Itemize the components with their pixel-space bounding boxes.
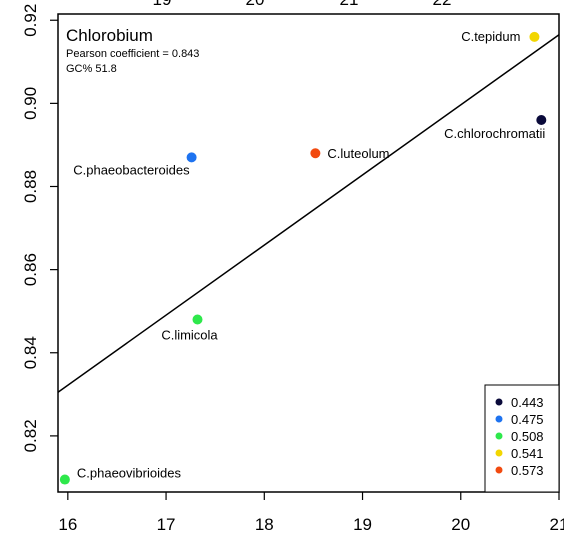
data-point xyxy=(529,31,540,42)
fit-line xyxy=(57,34,560,393)
data-point xyxy=(59,474,70,485)
y-tick-label: 0.82 xyxy=(21,419,40,452)
x-tick-label: 19 xyxy=(353,515,372,534)
point-label: C.luteolum xyxy=(327,146,389,161)
x-axis: 16 17 18 19 20 21 xyxy=(58,492,564,534)
legend-swatch xyxy=(495,398,503,406)
gc-annotation: GC% 51.8 xyxy=(66,63,117,75)
point-label: C.tepidum xyxy=(461,29,520,44)
legend-swatch xyxy=(495,449,503,457)
data-points xyxy=(59,31,547,485)
legend-label: 0.475 xyxy=(511,412,544,427)
point-label: C.limicola xyxy=(161,328,218,343)
data-point xyxy=(536,114,547,125)
regression-line xyxy=(57,34,560,393)
y-tick-label: 0.90 xyxy=(21,87,40,120)
x-tick-label: 16 xyxy=(58,515,77,534)
y-axis: 0.82 0.84 0.86 0.88 0.90 0.92 xyxy=(21,4,58,452)
y-tick-label: 0.88 xyxy=(21,170,40,203)
top-tick-label: 20 xyxy=(246,0,265,9)
legend-swatch xyxy=(495,466,503,474)
top-tick-label: 21 xyxy=(340,0,359,9)
point-label: C.phaeovibrioides xyxy=(77,466,182,481)
point-label: C.chlorochromatii xyxy=(444,126,545,141)
y-tick-label: 0.84 xyxy=(21,336,40,369)
x-tick-label: 21 xyxy=(550,515,564,534)
x-tick-label: 20 xyxy=(451,515,470,534)
x-tick-label: 17 xyxy=(157,515,176,534)
pearson-annotation: Pearson coefficient = 0.843 xyxy=(66,48,199,60)
legend-label: 0.508 xyxy=(511,429,544,444)
legend-label: 0.541 xyxy=(511,446,544,461)
legend-swatch xyxy=(495,415,503,423)
point-labels: C.tepidum C.chlorochromatii C.luteolum C.ph… xyxy=(73,29,545,481)
legend-label: 0.573 xyxy=(511,463,544,478)
top-tick-label: 19 xyxy=(153,0,172,9)
chart-title: Chlorobium xyxy=(66,26,153,45)
plot-frame xyxy=(57,13,560,493)
legend-label: 0.443 xyxy=(511,395,544,410)
legend: 0.443 0.475 0.508 0.541 0.573 xyxy=(484,384,560,493)
point-label: C.phaeobacteroides xyxy=(73,162,190,177)
y-tick-label: 0.86 xyxy=(21,253,40,286)
x-tick-label: 18 xyxy=(255,515,274,534)
data-point xyxy=(192,314,203,325)
legend-swatch xyxy=(495,432,503,440)
data-point xyxy=(310,148,321,159)
y-tick-label: 0.92 xyxy=(21,4,40,37)
data-point xyxy=(186,152,197,163)
top-axis-ticks: 19 20 21 22 xyxy=(153,0,452,9)
top-tick-label: 22 xyxy=(433,0,452,9)
